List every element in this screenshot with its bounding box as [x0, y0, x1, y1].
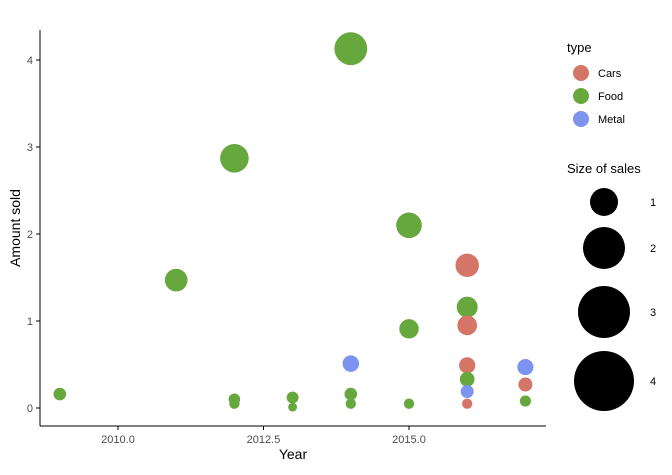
y-tick-label: 4	[27, 55, 33, 67]
data-point-food	[288, 402, 298, 412]
y-axis-title: Amount sold	[7, 189, 23, 267]
legend-size-label: 2	[650, 243, 656, 255]
axes	[39, 30, 546, 427]
legend-size-label: 3	[650, 307, 656, 319]
data-point-cars	[455, 253, 479, 278]
data-point-food	[399, 319, 419, 339]
data-point-food	[519, 395, 531, 407]
legend-label-metal: Metal	[598, 114, 625, 126]
legend-size-label: 4	[650, 376, 656, 388]
data-point-cars	[457, 315, 478, 336]
data-point-food	[403, 398, 415, 409]
data-point-food	[229, 398, 240, 409]
legend-size-title: Size of sales	[567, 161, 641, 176]
data-point-cars	[518, 377, 533, 392]
legend-type: type Cars Food Metal	[567, 40, 625, 127]
y-tick-label: 2	[27, 229, 33, 241]
x-tick-label: 2010.0	[101, 434, 135, 446]
data-point-food	[345, 398, 356, 409]
data-point-cars	[459, 357, 476, 374]
legend-size-label: 1	[650, 197, 656, 209]
data-point-metal	[342, 355, 360, 372]
data-point-food	[396, 212, 422, 239]
data-point-food	[344, 387, 358, 401]
data-point-metal	[460, 384, 474, 398]
y-tick-label: 3	[27, 142, 33, 154]
data-point-food	[286, 391, 299, 404]
data-point-metal	[517, 359, 534, 376]
legend-type-title: type	[567, 40, 592, 55]
y-tick-label: 1	[27, 316, 33, 328]
data-point-food	[164, 268, 188, 292]
legend-size-key	[583, 227, 625, 269]
legend-key-cars	[573, 65, 589, 81]
data-point-food	[334, 32, 368, 66]
x-tick-label: 2015.0	[392, 434, 426, 446]
legend-key-food	[573, 88, 589, 104]
legend-size-key	[574, 351, 634, 411]
x-tick-label: 2012.5	[247, 434, 281, 446]
x-axis-title: Year	[279, 446, 308, 462]
legend-size-key	[578, 286, 630, 338]
data-point-food	[220, 144, 249, 173]
data-point-food	[456, 296, 478, 318]
data-points	[53, 32, 534, 412]
legend-key-metal	[573, 111, 589, 127]
data-point-food	[53, 387, 67, 401]
legend-size-key	[590, 188, 618, 216]
legend-label-cars: Cars	[598, 68, 622, 80]
tick-marks: 0 1 2 3 4 2010.0 2012.5 2015.0	[27, 55, 426, 446]
data-point-food	[459, 371, 475, 387]
y-tick-label: 0	[27, 403, 33, 415]
legend-size: Size of sales 1 2 3 4	[567, 161, 656, 411]
legend-label-food: Food	[598, 91, 623, 103]
data-point-cars	[462, 398, 473, 409]
